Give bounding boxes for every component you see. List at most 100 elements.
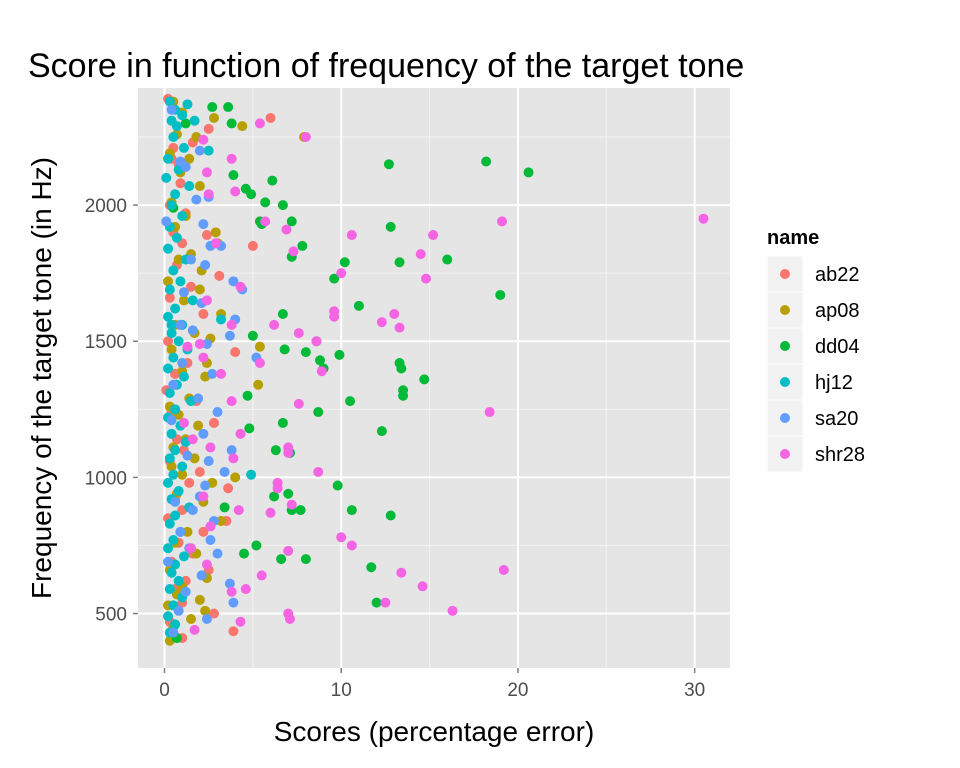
data-point-dd04: [239, 548, 250, 559]
data-point-ap08: [193, 420, 204, 431]
data-point-ap08: [194, 181, 205, 192]
data-point-shr28: [235, 281, 246, 292]
data-point-sa20: [163, 556, 174, 567]
data-point-sa20: [226, 445, 237, 456]
data-point-ap08: [184, 153, 195, 164]
legend-marker-sa20: [780, 413, 790, 423]
data-point-shr28: [228, 453, 239, 464]
data-point-hj12: [173, 486, 184, 497]
data-point-ap08: [216, 515, 227, 526]
x-tick-label: 0: [159, 680, 170, 701]
legend-label-ab22: ab22: [815, 264, 860, 286]
data-point-dd04: [297, 240, 308, 251]
data-point-dd04: [345, 396, 356, 407]
data-point-shr28: [226, 153, 237, 164]
data-point-hj12: [164, 584, 175, 595]
data-point-shr28: [205, 521, 216, 532]
data-point-shr28: [178, 417, 189, 428]
data-point-ap08: [254, 341, 265, 352]
data-point-dd04: [180, 118, 191, 129]
data-point-dd04: [385, 510, 396, 521]
data-point-shr28: [233, 505, 244, 516]
data-point-shr28: [394, 322, 405, 333]
data-point-sa20: [170, 496, 181, 507]
data-point-shr28: [421, 273, 432, 284]
data-point-hj12: [175, 276, 186, 287]
data-point-dd04: [242, 390, 253, 401]
data-point-shr28: [484, 407, 495, 418]
data-point-ab22: [265, 112, 276, 123]
legend-label-dd04: dd04: [815, 336, 860, 358]
data-point-ab22: [203, 123, 214, 134]
data-point-ab22: [163, 336, 174, 347]
data-point-hj12: [168, 265, 179, 276]
data-point-hj12: [164, 284, 175, 295]
data-point-hj12: [170, 404, 181, 415]
data-point-hj12: [163, 243, 174, 254]
data-point-hj12: [164, 453, 175, 464]
data-point-shr28: [336, 532, 347, 543]
data-point-sa20: [196, 570, 207, 581]
data-point-hj12: [171, 121, 182, 132]
data-point-sa20: [168, 379, 179, 390]
data-point-sa20: [166, 415, 177, 426]
data-point-hj12: [170, 445, 181, 456]
data-point-dd04: [442, 254, 453, 265]
data-point-dd04: [523, 167, 534, 178]
data-point-shr28: [198, 134, 209, 145]
data-point-dd04: [251, 540, 262, 551]
data-point-sa20: [186, 254, 197, 265]
data-point-shr28: [415, 249, 426, 260]
data-point-hj12: [216, 314, 227, 325]
data-point-sa20: [191, 194, 202, 205]
chart-title: Score in function of frequency of the ta…: [28, 47, 744, 85]
data-point-sa20: [205, 535, 216, 546]
data-point-ap08: [182, 526, 193, 537]
data-point-sa20: [228, 597, 239, 608]
x-tick-label: 10: [331, 680, 352, 701]
data-point-ap08: [253, 379, 264, 390]
data-point-hj12: [177, 110, 188, 121]
data-point-ap08: [186, 613, 197, 624]
data-point-hj12: [182, 99, 193, 110]
data-point-sa20: [228, 276, 239, 287]
data-point-shr28: [346, 540, 357, 551]
data-point-shr28: [389, 309, 400, 320]
data-point-shr28: [189, 624, 200, 635]
data-point-shr28: [210, 238, 221, 249]
y-axis: 500 1000 1500 2000: [85, 196, 138, 626]
data-point-ap08: [230, 472, 241, 483]
data-point-shr28: [288, 246, 299, 257]
data-point-ap08: [166, 461, 177, 472]
plot-panel: [138, 88, 730, 668]
data-point-shr28: [201, 295, 212, 306]
data-point-sa20: [200, 480, 211, 491]
data-point-dd04: [396, 363, 407, 374]
data-point-sa20: [201, 338, 212, 349]
legend-title: name: [767, 227, 819, 249]
data-point-hj12: [184, 181, 195, 192]
data-point-dd04: [315, 355, 326, 366]
data-point-ab22: [175, 178, 186, 189]
data-point-shr28: [417, 581, 428, 592]
data-point-sa20: [187, 325, 198, 336]
data-point-dd04: [219, 502, 230, 513]
data-point-shr28: [396, 567, 407, 578]
data-point-sa20: [178, 287, 189, 298]
data-point-shr28: [269, 319, 280, 330]
data-point-dd04: [394, 257, 405, 268]
data-point-hj12: [170, 619, 181, 630]
data-point-sa20: [203, 456, 214, 467]
data-point-ap08: [173, 254, 184, 265]
data-point-sa20: [198, 428, 209, 439]
data-point-shr28: [226, 319, 237, 330]
data-point-hj12: [170, 303, 181, 314]
data-point-dd04: [481, 156, 492, 167]
data-point-sa20: [212, 548, 223, 559]
data-point-dd04: [366, 562, 377, 573]
data-point-dd04: [385, 221, 396, 232]
data-point-hj12: [163, 311, 174, 322]
data-point-shr28: [376, 317, 387, 328]
data-point-dd04: [353, 300, 364, 311]
data-point-shr28: [272, 483, 283, 494]
